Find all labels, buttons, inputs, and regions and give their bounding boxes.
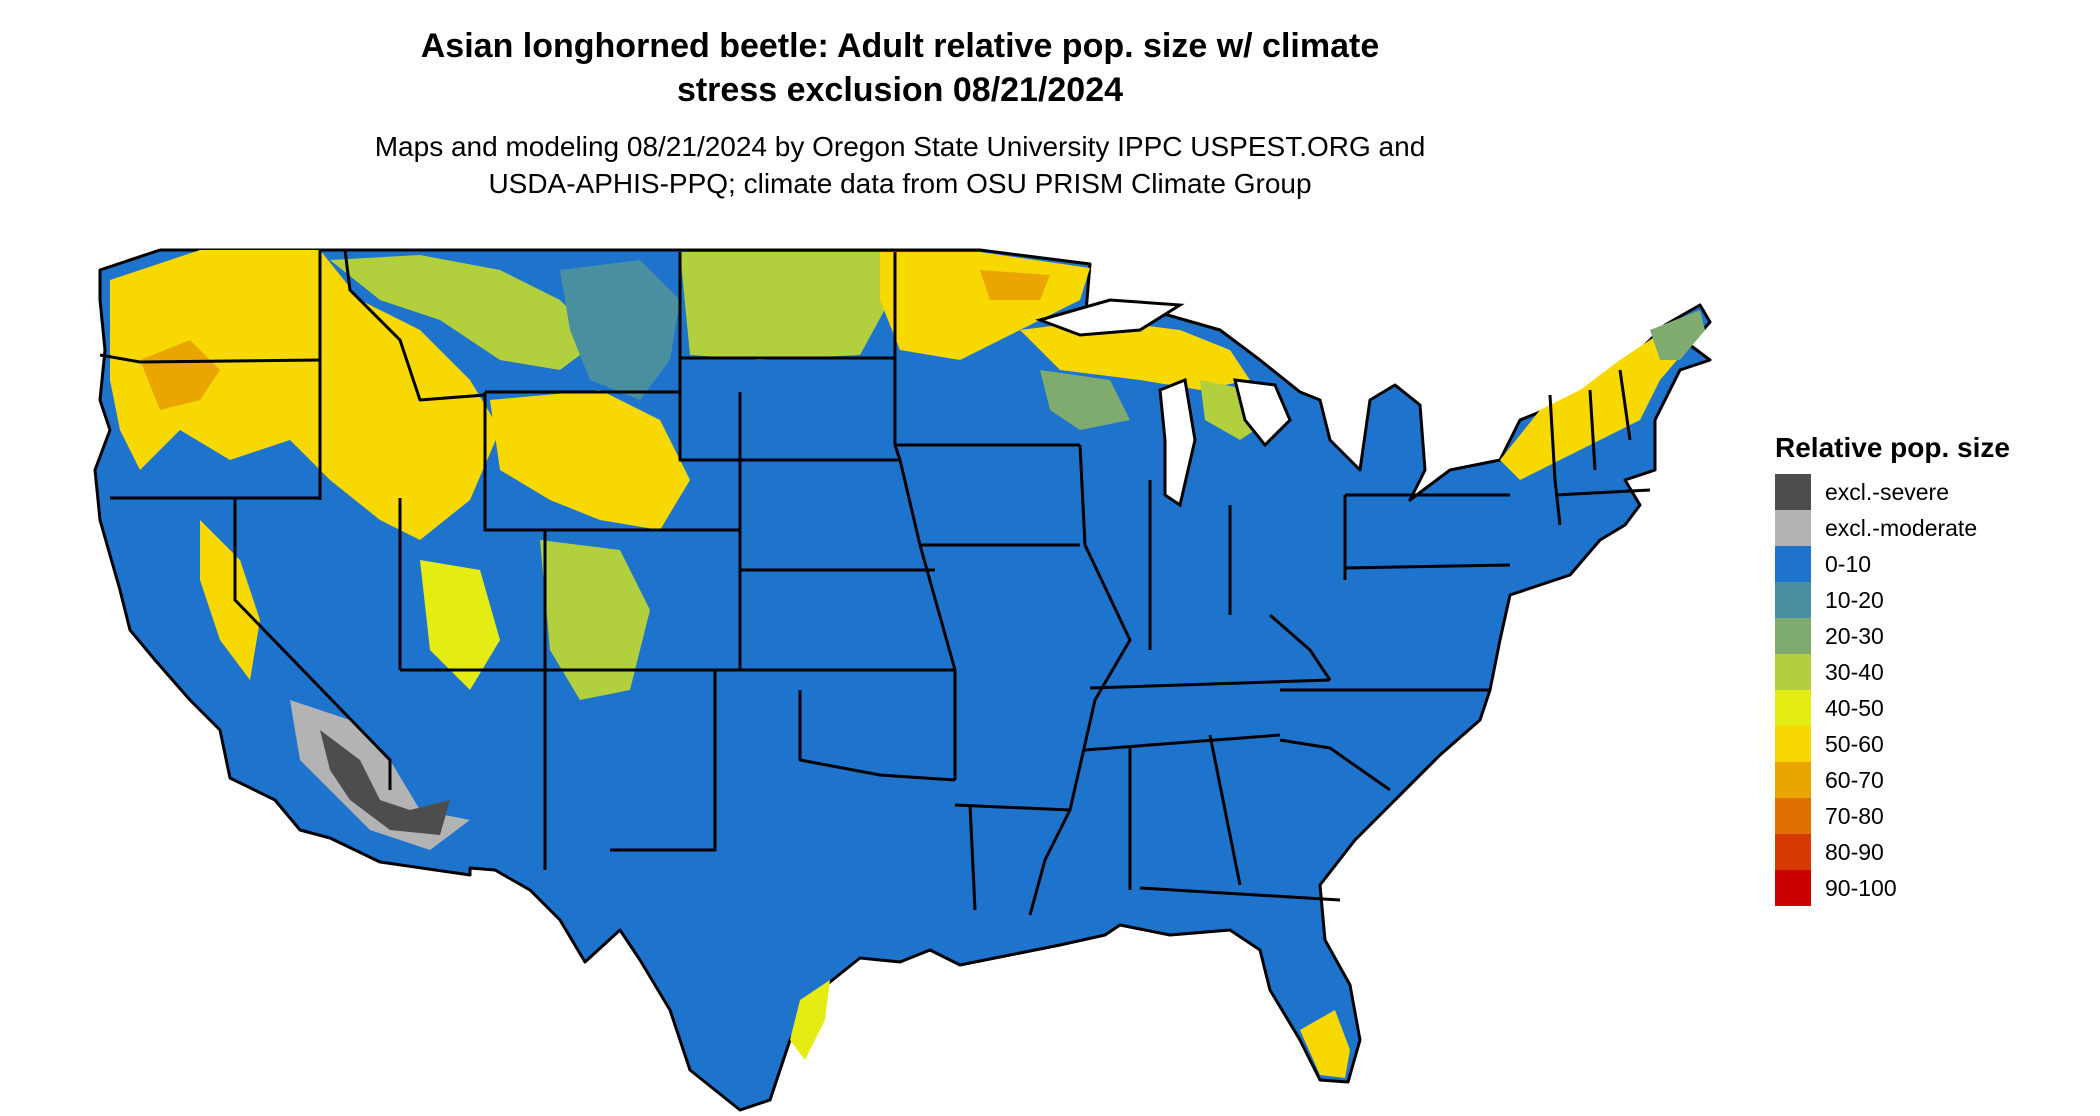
- patch-montana-teal: [560, 260, 680, 400]
- legend-item: 30-40: [1775, 654, 2010, 690]
- legend-swatch: [1775, 726, 1811, 762]
- title-line-2: stress exclusion 08/21/2024: [676, 71, 1124, 109]
- legend-label: excl.-moderate: [1825, 514, 1978, 541]
- legend-swatch: [1775, 870, 1811, 906]
- legend-swatch: [1775, 510, 1811, 546]
- boundary-ny-new-england: [1548, 394, 1562, 526]
- conus-outline: [93, 248, 1712, 1112]
- boundary-mississippi: [1028, 444, 1132, 916]
- climate-raster: [110, 250, 1705, 1078]
- state-boundaries: [99, 249, 1651, 916]
- legend-title: Relative pop. size: [1775, 432, 2010, 463]
- legend-label: 90-100: [1825, 874, 1897, 901]
- legend-swatch: [1775, 582, 1811, 618]
- patch-maine-green: [1650, 310, 1705, 360]
- legend-item: excl.-moderate: [1775, 510, 2010, 546]
- patch-upper-michigan-yellow: [1020, 320, 1250, 390]
- patch-texas-yellow: [790, 980, 830, 1060]
- lake-superior: [1035, 298, 1185, 337]
- legend-item: 60-70: [1775, 762, 2010, 798]
- legend-label: 0-10: [1825, 550, 1872, 577]
- legend-item: 50-60: [1775, 726, 2010, 762]
- map-legend: Relative pop. size excl.-severe excl.-mod…: [1775, 432, 2010, 906]
- boundary-nc-sc: [1279, 738, 1391, 792]
- patch-utah-yellow: [420, 560, 500, 690]
- boundary-pa-south: [1344, 563, 1511, 570]
- patch-minnesota-orange: [980, 270, 1050, 300]
- us-map: [93, 248, 1712, 1112]
- boundary-vt-nh: [1588, 389, 1597, 471]
- legend-item: 70-80: [1775, 798, 2010, 834]
- boundary-nm-tx: [610, 670, 717, 852]
- patch-sierra-yellow: [200, 520, 260, 680]
- lake-michigan: [1158, 377, 1197, 508]
- legend-item: 90-100: [1775, 870, 2010, 906]
- boundary-al-ga: [1208, 734, 1242, 886]
- patch-newengland-yellow: [1500, 330, 1690, 480]
- patch-northwest-orange: [140, 340, 220, 410]
- legend-label: 40-50: [1825, 694, 1884, 721]
- patch-florida-yellow: [1300, 1010, 1350, 1078]
- legend-label: 70-80: [1825, 802, 1884, 829]
- boundary-ga-fl: [1139, 886, 1341, 902]
- legend-swatch: [1775, 690, 1811, 726]
- boundary-ca-nv: [233, 498, 392, 790]
- patch-dakota-green: [680, 252, 890, 360]
- subtitle-line-1: Maps and modeling 08/21/2024 by Oregon S…: [374, 131, 1426, 162]
- legend-item: 10-20: [1775, 582, 2010, 618]
- patch-northwest-yellow: [110, 250, 500, 540]
- legend-item: excl.-severe: [1775, 474, 2010, 510]
- patch-sw-excl-severe: [320, 730, 450, 835]
- legend-swatch: [1775, 798, 1811, 834]
- legend-label: 80-90: [1825, 838, 1884, 865]
- legend-label: 10-20: [1825, 586, 1884, 613]
- great-lakes: [1035, 298, 1292, 508]
- legend-item: 40-50: [1775, 690, 2010, 726]
- boundary-ia-west: [893, 444, 902, 461]
- boundary-nh-me: [1618, 369, 1632, 441]
- legend-label: 60-70: [1825, 766, 1884, 793]
- legend-label: excl.-severe: [1825, 478, 1949, 505]
- boundary-missouri-river: [898, 459, 957, 780]
- boundary-id-mt: [343, 249, 486, 402]
- legend-swatch: [1775, 546, 1811, 582]
- legend-item: 0-10: [1775, 546, 2010, 582]
- boundary-tn-south: [1084, 733, 1281, 752]
- legend-swatch: [1775, 834, 1811, 870]
- boundary-ky-wv: [1269, 613, 1332, 681]
- patch-colorado-green: [540, 540, 650, 700]
- boundary-dakotas: [678, 252, 900, 462]
- patch-wyoming-yellow: [490, 390, 690, 530]
- legend-label: 30-40: [1825, 658, 1884, 685]
- lake-huron: [1233, 378, 1292, 448]
- patch-northwest-green: [330, 255, 600, 370]
- boundary-wa-or: [99, 353, 321, 364]
- legend-label: 50-60: [1825, 730, 1884, 757]
- legend-item: 20-30: [1775, 618, 2010, 654]
- boundary-ar-la: [954, 803, 1071, 812]
- boundary-ok-tx: [798, 690, 956, 782]
- legend-label: 20-30: [1825, 622, 1884, 649]
- boundary-la-west: [968, 804, 977, 911]
- title-line-1: Asian longhorned beetle: Adult relative …: [420, 27, 1380, 65]
- boundary-ma-ct: [1554, 488, 1651, 497]
- map-title: Asian longhorned beetle: Adult relative …: [300, 24, 1500, 112]
- legend-swatch: [1775, 654, 1811, 690]
- subtitle-line-2: USDA-APHIS-PPQ; climate data from OSU PR…: [488, 168, 1312, 199]
- patch-wisconsin-green: [1040, 370, 1130, 430]
- legend-swatch: [1775, 762, 1811, 798]
- map-subtitle: Maps and modeling 08/21/2024 by Oregon S…: [300, 128, 1500, 202]
- legend-item: 80-90: [1775, 834, 2010, 870]
- legend-swatch: [1775, 618, 1811, 654]
- legend-swatch: [1775, 474, 1811, 510]
- legend-rows: excl.-severe excl.-moderate 0-10 10-20 20-30…: [1775, 474, 2010, 906]
- boundary-tn-north: [1089, 678, 1331, 690]
